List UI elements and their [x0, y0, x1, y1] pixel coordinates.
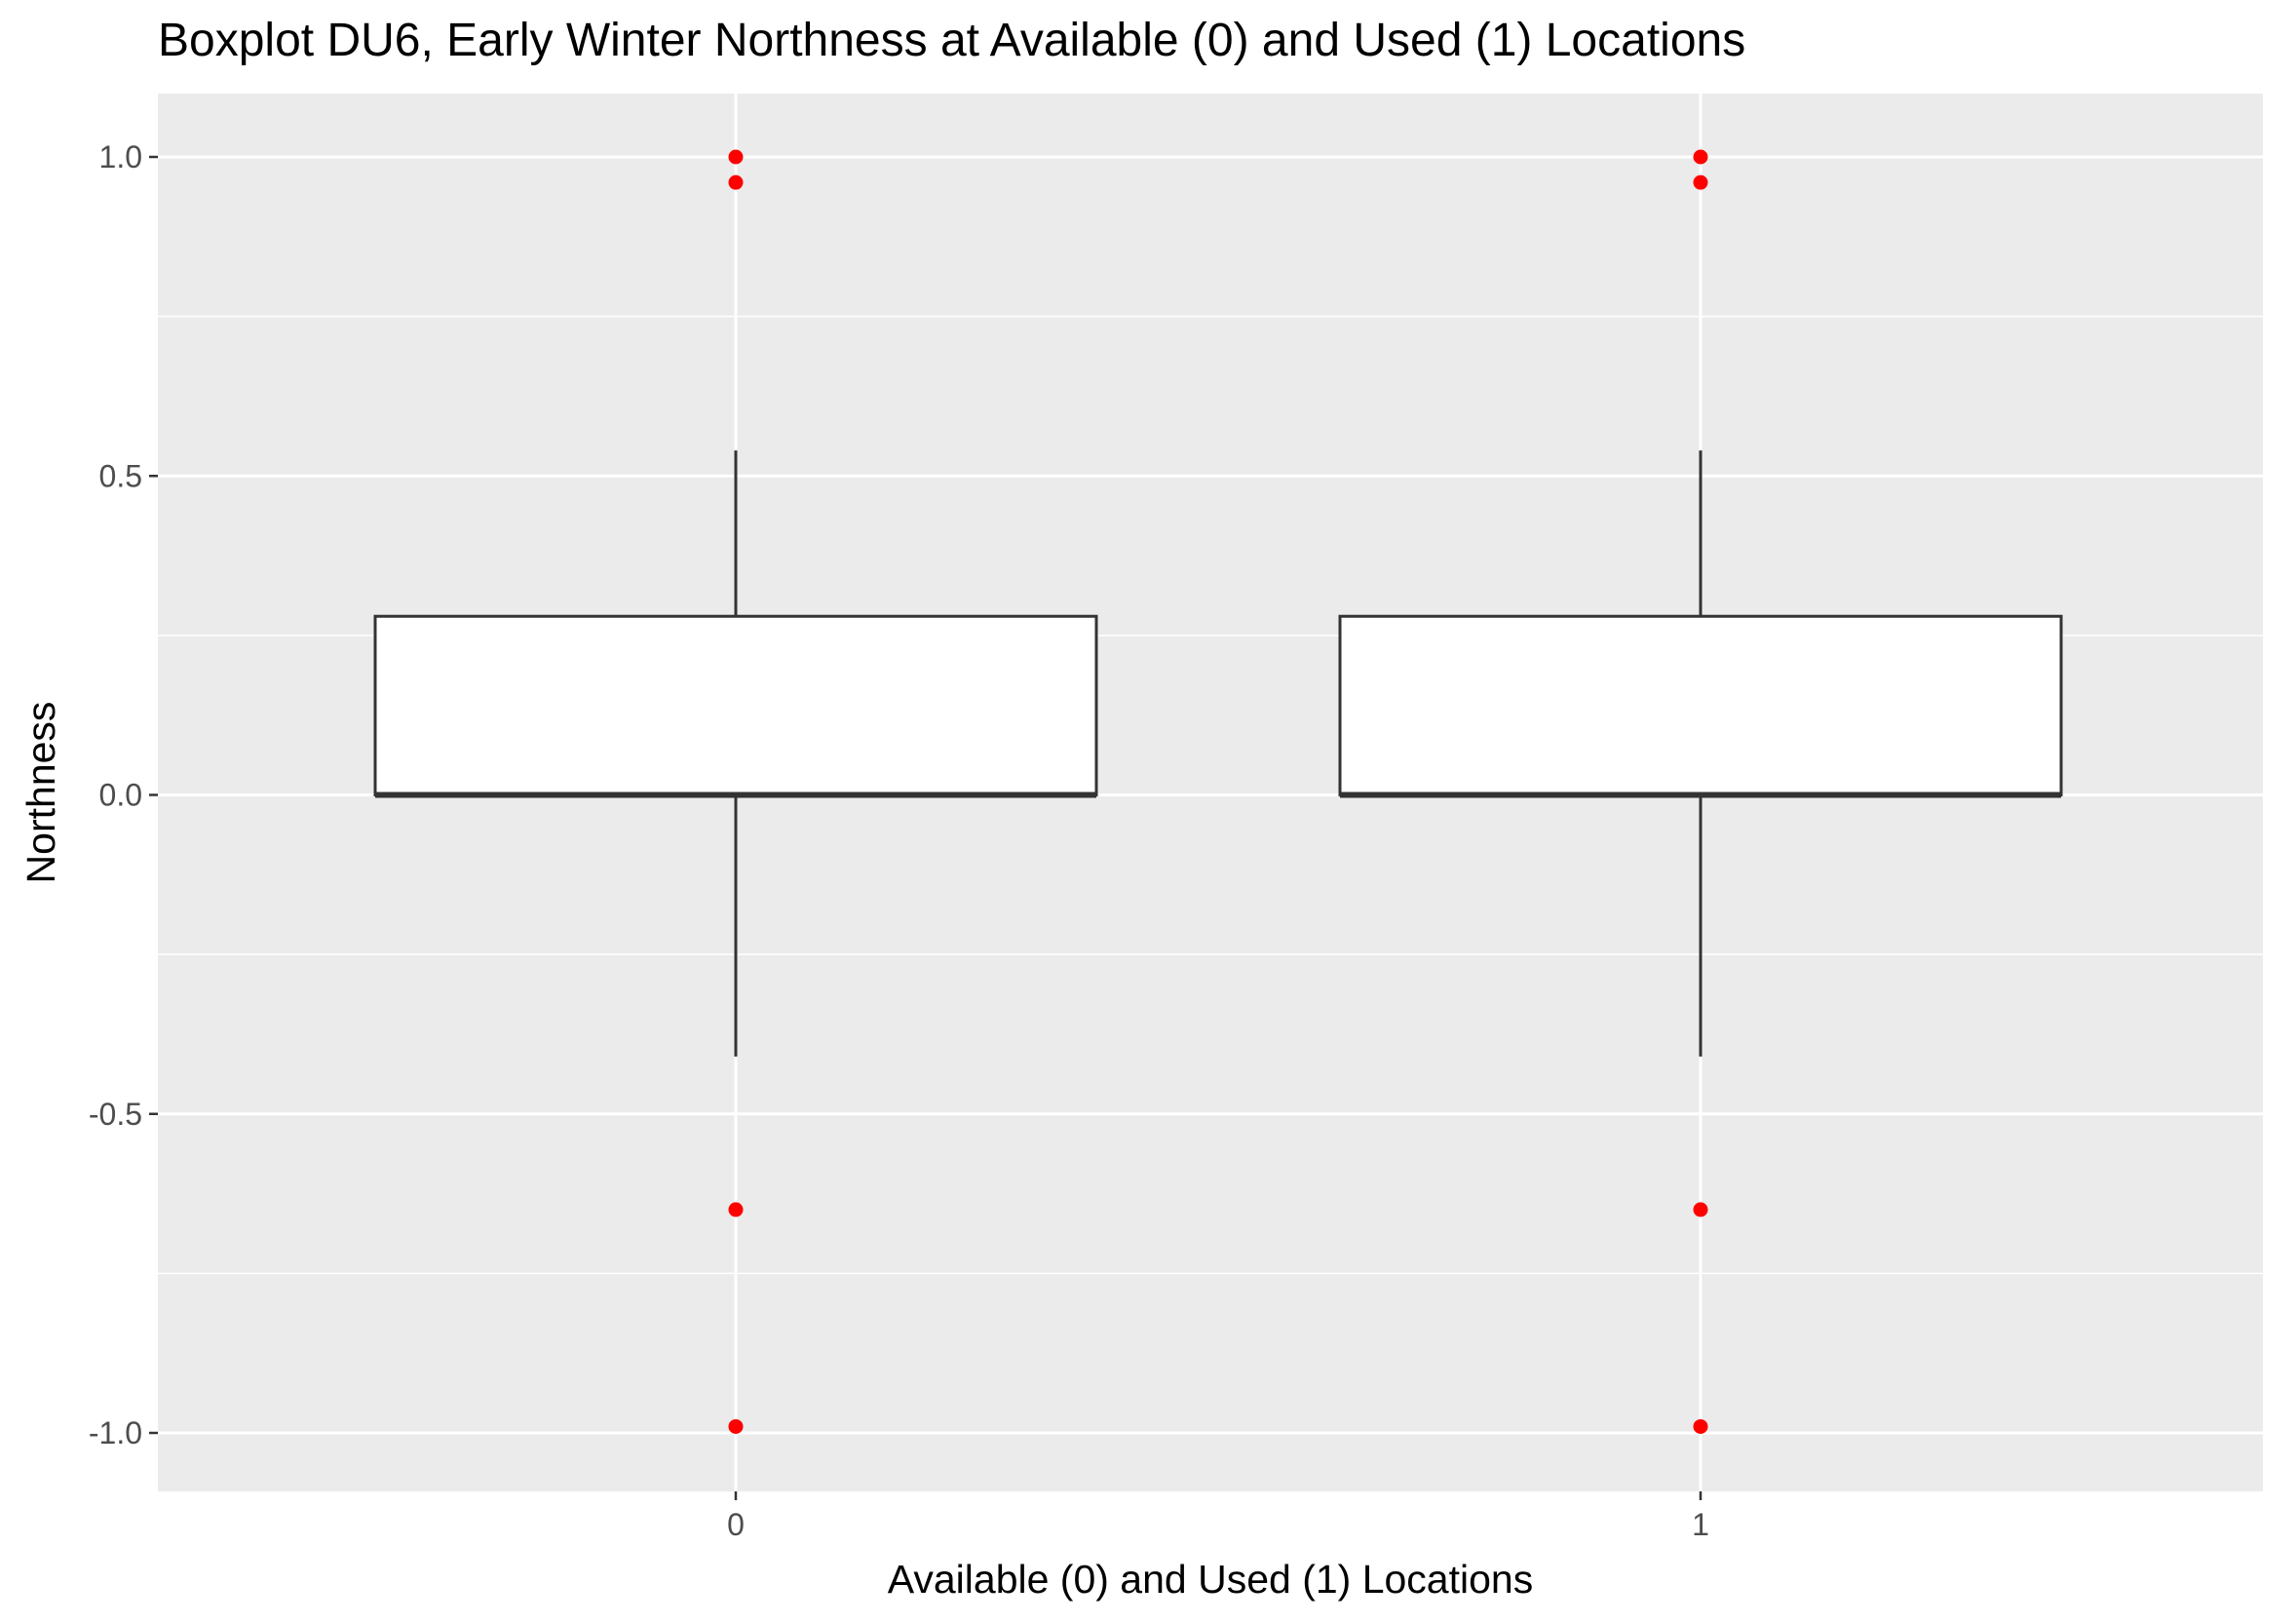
y-tick-label: 0.0 [99, 778, 142, 813]
x-tick-label: 1 [1692, 1507, 1709, 1542]
y-tick-label: -0.5 [89, 1097, 142, 1132]
outlier-point [1693, 1418, 1708, 1434]
box [1338, 614, 2063, 796]
boxes [373, 149, 2063, 1434]
box-group-0 [373, 149, 1098, 1434]
outlier-point [728, 174, 744, 190]
outlier-point [1693, 174, 1708, 190]
y-tick-label: -1.0 [89, 1415, 142, 1450]
chart-title: Boxplot DU6, Early Winter Northness at A… [158, 15, 1746, 66]
box-group-1 [1338, 149, 2063, 1434]
x-axis-title: Available (0) and Used (1) Locations [888, 1557, 1533, 1602]
outlier-point [728, 149, 744, 165]
outlier-point [1693, 149, 1708, 165]
y-axis-ticks: -1.0 -0.5 0.0 0.5 1.0 [89, 139, 158, 1450]
outlier-point [1693, 1202, 1708, 1217]
outlier-point [728, 1202, 744, 1217]
box [373, 614, 1098, 796]
y-axis-title: Northness [19, 702, 63, 884]
x-tick-label: 0 [727, 1507, 745, 1542]
y-tick-label: 1.0 [99, 139, 142, 174]
outlier-point [728, 1418, 744, 1434]
y-tick-label: 0.5 [99, 458, 142, 493]
